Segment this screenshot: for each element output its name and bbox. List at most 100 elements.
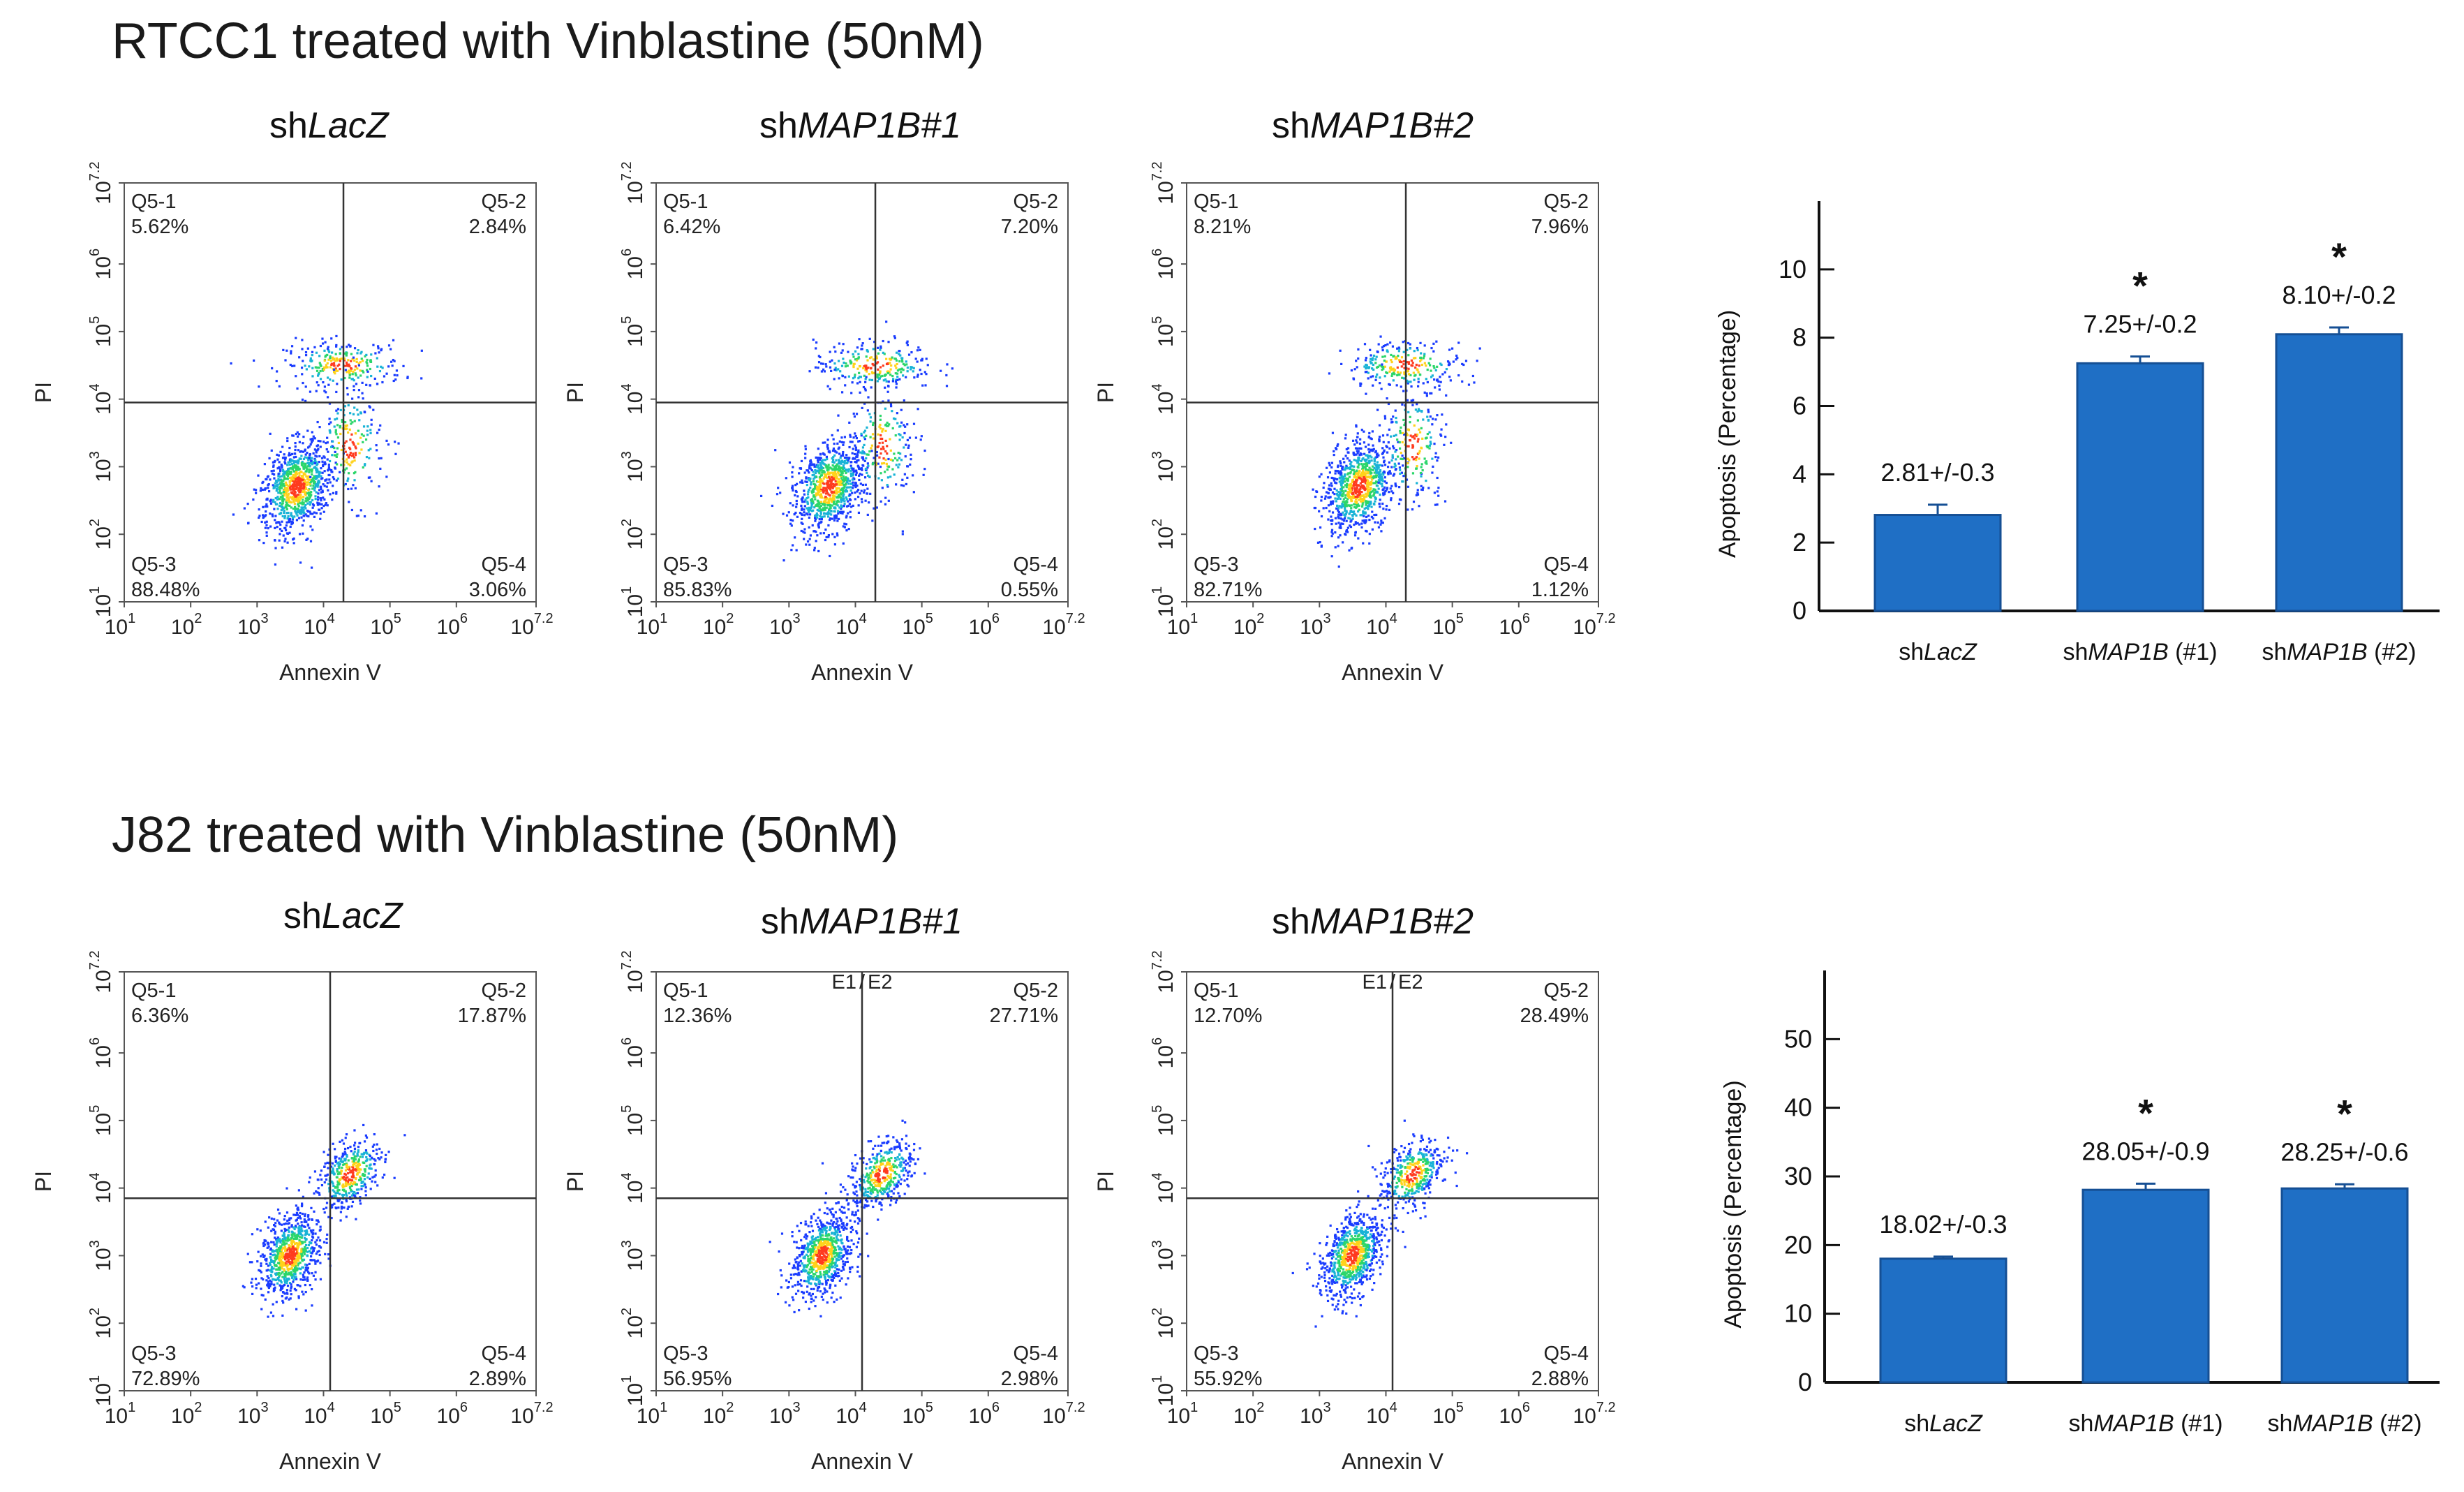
flow-event-dot [309, 1247, 313, 1250]
flow-event-dot [792, 504, 794, 507]
flow-event-dot [352, 389, 355, 392]
flow-event-dot [843, 361, 845, 364]
flow-event-dot [822, 462, 825, 465]
flow-event-dot [920, 435, 923, 438]
flow-event-dot [863, 431, 866, 434]
flow-event-dot [276, 526, 279, 529]
flow-event-dot [1347, 504, 1350, 507]
flow-event-dot [1351, 515, 1354, 517]
flow-event-dot [829, 506, 832, 510]
flow-event-dot [348, 501, 350, 503]
flow-event-dot [1356, 447, 1359, 450]
flow-event-dot [308, 1241, 311, 1243]
flow-event-dot [1402, 464, 1404, 467]
flow-event-dot [826, 473, 829, 475]
flow-event-dot [1359, 477, 1362, 480]
flow-event-dot [878, 441, 881, 445]
flow-event-dot [878, 456, 881, 459]
flow-event-dot [319, 1246, 322, 1249]
flow-event-dot [795, 499, 798, 503]
flow-event-dot [266, 497, 269, 500]
flow-event-dot [1360, 480, 1364, 483]
flow-event-dot [295, 1204, 297, 1207]
flow-event-dot [285, 471, 288, 474]
flow-event-dot [279, 512, 283, 515]
flow-event-dot [836, 471, 840, 474]
flow-event-dot [319, 517, 322, 520]
flow-event-dot [808, 506, 810, 509]
flow-event-dot [847, 500, 849, 503]
flow-event-dot [275, 1301, 278, 1303]
flow-event-dot [275, 1242, 278, 1246]
flow-event-dot [296, 498, 299, 501]
flow-event-dot [1354, 531, 1357, 534]
flow-event-dot [309, 496, 311, 498]
flow-event-dot [313, 448, 316, 451]
flow-event-dot [1358, 463, 1360, 466]
flow-event-dot [855, 413, 859, 415]
flow-event-dot [294, 1268, 297, 1271]
flow-event-dot [858, 474, 861, 477]
flow-event-dot [369, 431, 372, 434]
flow-event-dot [829, 366, 832, 369]
flow-event-dot [830, 482, 833, 486]
flow-event-dot [840, 364, 844, 367]
flow-event-dot [1344, 509, 1346, 512]
flow-event-dot [1354, 522, 1358, 525]
flow-event-dot [905, 482, 907, 486]
flow-event-dot [910, 458, 912, 461]
flow-event-dot [923, 468, 926, 471]
flow-event-dot [856, 490, 859, 493]
flow-event-dot [272, 1287, 276, 1290]
flow-event-dot [1339, 460, 1342, 463]
flow-event-dot [1313, 506, 1316, 510]
flow-event-dot [329, 355, 332, 358]
flow-event-dot [1372, 493, 1375, 496]
flow-event-dot [283, 487, 286, 489]
flow-event-dot [799, 511, 802, 515]
flow-event-dot [1435, 340, 1438, 343]
flow-event-dot [352, 443, 355, 446]
flow-event-dot [872, 423, 875, 427]
flow-event-dot [353, 456, 356, 459]
flow-event-dot [886, 371, 890, 375]
flow-event-dot [1355, 360, 1358, 362]
flow-event-dot [1363, 498, 1366, 501]
flow-event-dot [1402, 360, 1405, 363]
flow-event-dot [819, 508, 822, 511]
flow-event-dot [860, 489, 863, 492]
flow-event-dot [312, 1274, 316, 1277]
flow-event-dot [1330, 461, 1334, 464]
flow-event-dot [889, 403, 893, 406]
x-tick-label: 105 [370, 611, 401, 639]
flow-event-dot [910, 351, 913, 354]
flow-event-dot [1328, 461, 1330, 464]
flow-event-dot [1353, 465, 1356, 468]
flow-event-dot [808, 471, 810, 474]
flow-event-dot [299, 1285, 302, 1287]
flow-event-dot [1418, 364, 1420, 367]
flow-event-dot [1342, 501, 1344, 503]
flow-event-dot [830, 499, 833, 502]
flow-event-dot [854, 485, 857, 489]
y-tick-label: 101 [1150, 586, 1178, 618]
flow-event-dot [351, 373, 354, 376]
flow-event-dot [315, 512, 318, 515]
flow-event-dot [1381, 464, 1383, 467]
y-tick-label: 107.2 [1150, 161, 1178, 204]
flow-event-dot [1344, 515, 1346, 518]
flow-event-dot [321, 337, 324, 340]
flow-event-dot [827, 487, 831, 489]
flow-event-dot [895, 351, 898, 354]
flow-event-dot [1360, 485, 1363, 487]
flow-event-dot [290, 1236, 292, 1240]
flow-event-dot [1355, 439, 1358, 442]
flow-event-dot [297, 1252, 300, 1255]
flow-event-dot [265, 520, 268, 523]
flow-event-dot [1337, 464, 1339, 467]
flow-event-dot [893, 452, 896, 455]
y-tick-exponent: 6 [619, 249, 634, 256]
flow-event-dot [291, 1232, 295, 1234]
flow-event-dot [296, 435, 299, 438]
flow-event-dot [869, 357, 872, 360]
